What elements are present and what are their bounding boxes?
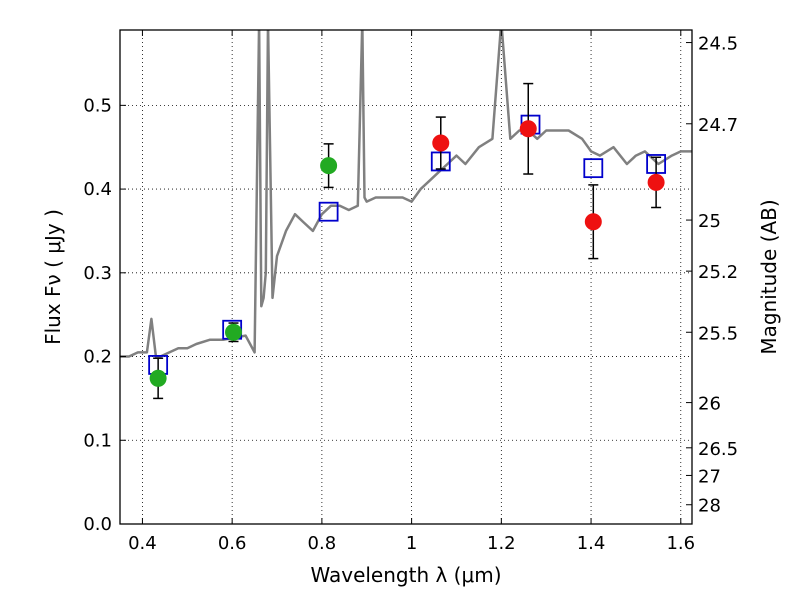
- grid: [120, 30, 692, 524]
- axis-ticks: 0.4 0.6 0.8 1 1.2 1.4 1.6 0.0 0.1 0.2 0.3 0.4 0.5 24.…: [83, 30, 738, 554]
- y2-tick-label: 25.2: [698, 262, 738, 283]
- x-tick-label: 1.6: [666, 533, 695, 554]
- x-tick-label: 0.8: [308, 533, 337, 554]
- x-tick-label: 1: [406, 533, 417, 554]
- model-flux-square: [583, 158, 604, 179]
- y2-tick-label: 25: [698, 211, 721, 232]
- y2-tick-label: 25.5: [698, 323, 738, 344]
- y-tick-label: 0.2: [83, 347, 112, 368]
- x-tick-label: 0.6: [218, 533, 247, 554]
- y2-tick-label: 24.7: [698, 115, 738, 136]
- y2-tick-label: 26: [698, 394, 721, 415]
- y-tick-label: 0.0: [83, 514, 112, 535]
- y-tick-label: 0.5: [83, 95, 112, 116]
- observed-flux-point: [225, 323, 243, 341]
- observed-flux-point: [647, 173, 665, 191]
- observed-flux-point: [519, 120, 537, 138]
- x-axis-label: Wavelength λ (μm): [310, 563, 501, 587]
- observed-flux-point: [320, 157, 338, 175]
- model-flux-square: [318, 201, 339, 222]
- model-spectrum-layer: [120, 30, 692, 358]
- x-tick-label: 1.2: [487, 533, 516, 554]
- y-tick-label: 0.4: [83, 179, 112, 200]
- y2-axis-label: Magnitude (AB): [757, 199, 781, 354]
- y-tick-label: 0.3: [83, 263, 112, 284]
- y2-tick-label: 27: [698, 466, 721, 487]
- model-spectrum-line: [120, 30, 692, 358]
- y-tick-label: 0.1: [83, 430, 112, 451]
- observed-flux-point: [149, 369, 167, 387]
- y2-tick-label: 26.5: [698, 439, 738, 460]
- y-axis-label: Flux Fν ( μJy ): [41, 209, 65, 345]
- observed-flux-point: [432, 134, 450, 152]
- observed-flux-point: [584, 213, 602, 231]
- plot-frame: [119, 29, 693, 525]
- photometry-layer: [148, 82, 667, 400]
- y2-tick-label: 24.5: [698, 34, 738, 55]
- x-tick-label: 1.4: [577, 533, 606, 554]
- x-tick-label: 0.4: [128, 533, 157, 554]
- y2-tick-label: 28: [698, 496, 721, 517]
